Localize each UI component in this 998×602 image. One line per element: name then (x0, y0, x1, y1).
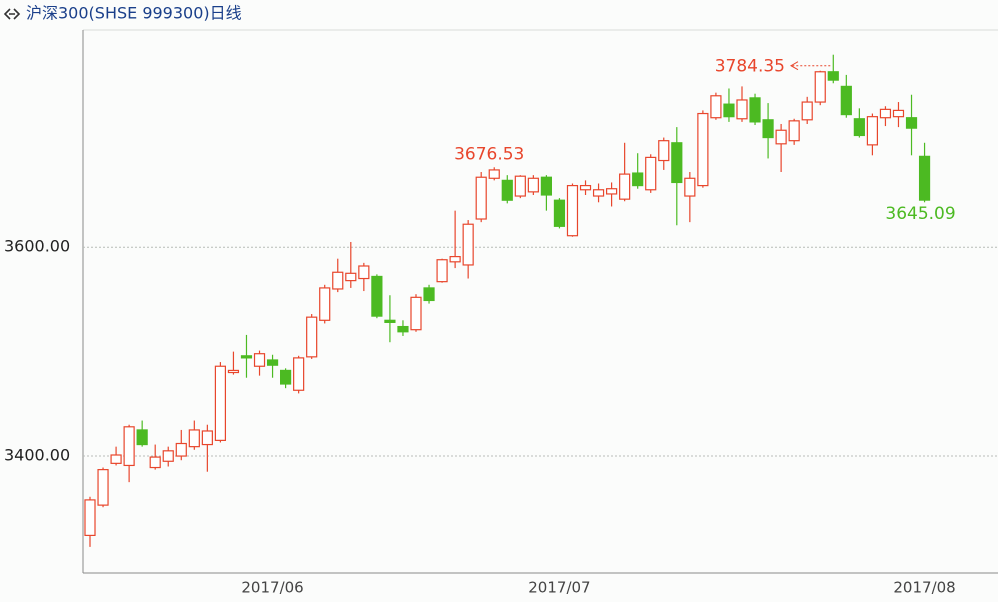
candle-body (501, 179, 513, 201)
candle-body (280, 369, 292, 385)
candle-body (397, 325, 409, 333)
candle-body (306, 316, 318, 358)
logo-icon (3, 8, 21, 20)
candle-body (227, 369, 240, 374)
chart-title: 沪深300(SHSE 999300)日线 (26, 4, 242, 23)
candle-body (684, 177, 696, 197)
max-arrow-head (789, 61, 799, 71)
candle-body (905, 117, 918, 129)
candle-body (488, 169, 500, 179)
candle-body (201, 430, 213, 446)
candle-body (358, 265, 370, 280)
candle-body (540, 176, 553, 196)
x-tick-label: 2017/06 (241, 579, 303, 597)
candle-body (658, 140, 670, 162)
candle-body (866, 116, 879, 146)
candle-body (371, 275, 383, 317)
candle-body (527, 177, 539, 193)
candle-body (827, 71, 839, 81)
candle-body (853, 118, 865, 137)
candle-body (214, 365, 226, 441)
candle-body (736, 99, 748, 120)
candle-body (840, 85, 852, 116)
candle-body (253, 353, 266, 367)
candle-body (162, 450, 174, 462)
candle-body (892, 109, 905, 118)
candle-body (462, 223, 474, 266)
candle-body (266, 359, 279, 366)
candle-body (123, 426, 135, 467)
candle-body (293, 357, 305, 391)
candle-body (332, 271, 344, 290)
candle-body (97, 469, 109, 506)
candle-body (384, 319, 396, 323)
candle-body (879, 108, 892, 119)
candle-body (436, 259, 448, 283)
candle-body (566, 184, 579, 237)
candle-body (918, 155, 931, 201)
candle-body (723, 103, 735, 118)
candle-body (149, 456, 161, 469)
high-annotation: 3676.53 (454, 144, 524, 164)
candle-body (801, 101, 813, 121)
candle-body (345, 272, 357, 282)
x-tick-label: 2017/07 (528, 579, 590, 597)
candle-body (632, 172, 644, 187)
candle-body (84, 499, 96, 537)
candle-body (449, 255, 461, 263)
x-tick-label: 2017/08 (893, 579, 955, 597)
candle-body (423, 287, 435, 302)
candle-body (136, 429, 148, 446)
candle-body (579, 184, 592, 191)
candle-body (188, 429, 200, 448)
candle-body (592, 189, 605, 197)
candle-body (710, 95, 722, 119)
candle-body (697, 112, 709, 187)
candle-body (605, 188, 618, 195)
candle-body (814, 71, 826, 103)
last-close-annotation: 3645.09 (885, 204, 955, 224)
candle-body (240, 355, 253, 359)
candle-body (762, 119, 774, 139)
max-annotation: 3784.35 (715, 57, 785, 77)
candle-body (110, 454, 122, 464)
candle-body (175, 442, 187, 457)
candle-body (749, 97, 761, 123)
candle-body (514, 175, 526, 197)
candle-body (553, 199, 566, 227)
candle-body (475, 176, 487, 220)
candle-body (410, 296, 422, 331)
candle-body (775, 129, 787, 145)
y-tick-label: 3600.00 (4, 237, 70, 256)
candle-body (645, 156, 657, 191)
candle-body (619, 173, 631, 200)
y-tick-label: 3400.00 (4, 446, 70, 465)
candle-body (788, 120, 800, 142)
candle-body (671, 142, 683, 184)
candle-body (319, 287, 331, 321)
